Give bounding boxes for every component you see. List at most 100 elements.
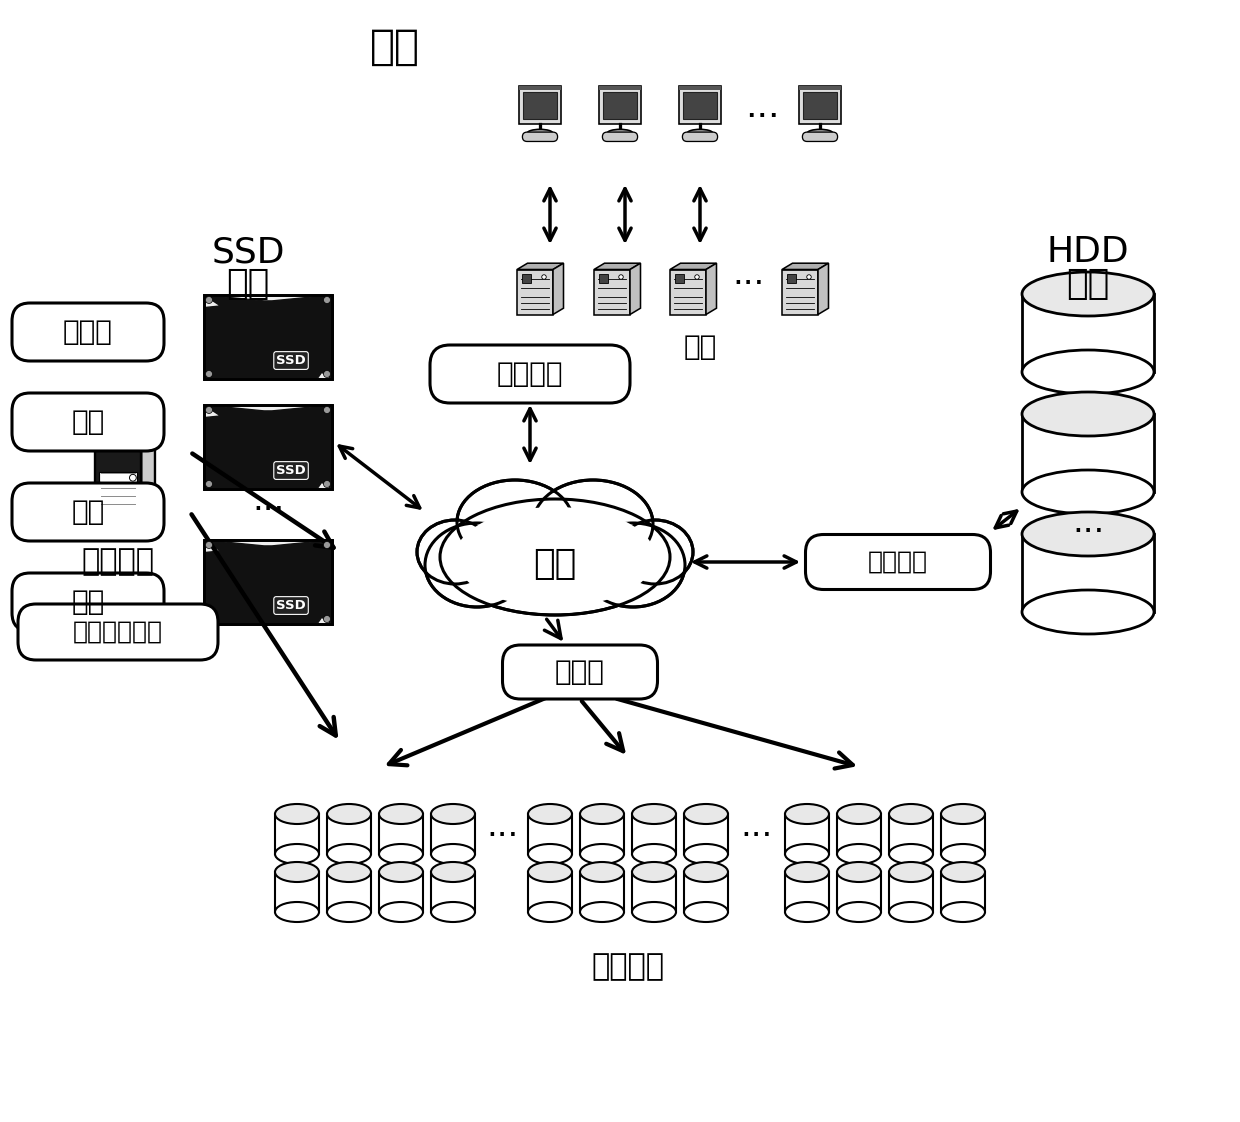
Bar <box>684 813 728 854</box>
Circle shape <box>542 275 547 279</box>
Ellipse shape <box>327 844 371 864</box>
Ellipse shape <box>327 902 371 922</box>
Ellipse shape <box>428 525 527 605</box>
Bar <box>599 86 641 91</box>
Ellipse shape <box>941 862 985 882</box>
Circle shape <box>807 275 811 279</box>
Ellipse shape <box>536 482 651 565</box>
Text: 管理节点: 管理节点 <box>82 548 155 577</box>
Ellipse shape <box>619 522 691 582</box>
FancyBboxPatch shape <box>682 132 718 141</box>
Bar <box>889 813 932 854</box>
Ellipse shape <box>417 519 494 583</box>
Bar <box>785 872 830 912</box>
Ellipse shape <box>582 523 684 607</box>
Text: 服务: 服务 <box>683 333 717 361</box>
Bar <box>941 872 985 912</box>
Text: SSD: SSD <box>277 355 306 367</box>
FancyBboxPatch shape <box>802 132 837 141</box>
Ellipse shape <box>379 902 423 922</box>
Bar <box>205 405 332 489</box>
Ellipse shape <box>379 804 423 824</box>
Bar <box>837 872 880 912</box>
Bar <box>432 813 475 854</box>
Polygon shape <box>594 264 641 269</box>
Ellipse shape <box>533 480 653 568</box>
Ellipse shape <box>807 129 833 137</box>
Circle shape <box>324 370 331 377</box>
Bar <box>599 274 608 283</box>
Bar <box>379 813 423 854</box>
Ellipse shape <box>889 844 932 864</box>
Ellipse shape <box>889 902 932 922</box>
Bar <box>205 405 332 489</box>
Ellipse shape <box>837 804 880 824</box>
Ellipse shape <box>455 507 655 607</box>
Bar <box>523 92 557 119</box>
Ellipse shape <box>889 862 932 882</box>
Bar <box>675 274 683 283</box>
Circle shape <box>324 616 331 623</box>
Ellipse shape <box>580 804 624 824</box>
Text: 主代理: 主代理 <box>556 657 605 686</box>
Ellipse shape <box>618 519 693 583</box>
Bar <box>678 86 722 91</box>
Circle shape <box>324 406 331 414</box>
Ellipse shape <box>837 862 880 882</box>
Polygon shape <box>94 443 155 450</box>
Ellipse shape <box>275 804 319 824</box>
Bar <box>205 540 332 624</box>
Ellipse shape <box>941 804 985 824</box>
Ellipse shape <box>528 844 572 864</box>
FancyBboxPatch shape <box>12 303 164 361</box>
Circle shape <box>324 296 331 303</box>
Bar <box>678 86 722 123</box>
Ellipse shape <box>432 844 475 864</box>
FancyBboxPatch shape <box>12 393 164 451</box>
Bar <box>205 540 332 624</box>
Ellipse shape <box>785 804 830 824</box>
Bar <box>683 92 717 119</box>
Polygon shape <box>553 264 563 314</box>
Circle shape <box>129 475 136 481</box>
Circle shape <box>206 616 212 623</box>
Circle shape <box>324 480 331 487</box>
Bar <box>528 872 572 912</box>
Ellipse shape <box>632 844 676 864</box>
Bar <box>837 813 880 854</box>
Bar <box>1022 414 1154 493</box>
Ellipse shape <box>580 902 624 922</box>
Circle shape <box>206 296 212 303</box>
Ellipse shape <box>528 902 572 922</box>
Ellipse shape <box>785 902 830 922</box>
FancyBboxPatch shape <box>502 645 657 699</box>
Ellipse shape <box>432 862 475 882</box>
Bar <box>275 872 319 912</box>
Bar <box>580 813 624 854</box>
Text: ···: ··· <box>732 267 764 301</box>
Text: 缓存: 缓存 <box>227 267 269 301</box>
Polygon shape <box>205 540 332 624</box>
Bar <box>1022 294 1154 373</box>
Polygon shape <box>706 264 717 314</box>
Circle shape <box>206 370 212 377</box>
Text: 替换: 替换 <box>72 408 104 436</box>
Ellipse shape <box>687 129 713 137</box>
Bar <box>632 813 676 854</box>
Bar <box>599 86 641 123</box>
Bar <box>782 269 818 314</box>
Text: ···: ··· <box>486 820 518 854</box>
Ellipse shape <box>580 862 624 882</box>
Bar <box>522 274 531 283</box>
Bar <box>327 872 371 912</box>
Circle shape <box>206 406 212 414</box>
Bar <box>604 92 636 119</box>
FancyBboxPatch shape <box>12 573 164 631</box>
Ellipse shape <box>327 862 371 882</box>
Bar <box>432 872 475 912</box>
Polygon shape <box>630 264 641 314</box>
Ellipse shape <box>432 804 475 824</box>
Ellipse shape <box>528 862 572 882</box>
FancyBboxPatch shape <box>603 132 637 141</box>
Ellipse shape <box>455 507 655 607</box>
